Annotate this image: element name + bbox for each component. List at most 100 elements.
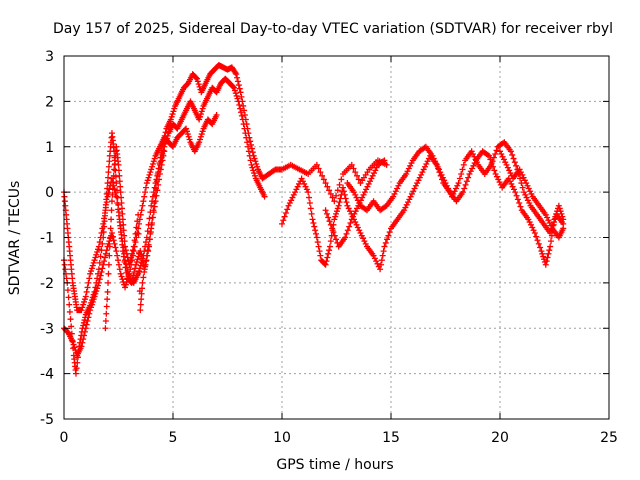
data-point bbox=[525, 185, 532, 192]
data-point bbox=[405, 199, 412, 206]
data-point bbox=[89, 262, 96, 269]
data-point bbox=[524, 182, 531, 189]
data-point bbox=[99, 265, 106, 272]
data-point bbox=[547, 229, 554, 236]
y-tick-label: 0 bbox=[45, 185, 54, 201]
data-point bbox=[461, 185, 468, 192]
data-point bbox=[357, 197, 364, 204]
data-point bbox=[347, 219, 354, 226]
data-point bbox=[329, 194, 336, 201]
data-point bbox=[100, 220, 107, 227]
data-point bbox=[361, 238, 368, 245]
data-point bbox=[123, 250, 130, 257]
data-point bbox=[140, 198, 147, 205]
data-point bbox=[122, 243, 129, 250]
data-point bbox=[322, 207, 329, 214]
data-point bbox=[133, 224, 140, 231]
data-point bbox=[161, 148, 168, 155]
data-point bbox=[369, 172, 376, 179]
data-point bbox=[508, 180, 515, 187]
data-point bbox=[254, 163, 261, 170]
data-point bbox=[95, 279, 102, 286]
data-point bbox=[91, 293, 98, 300]
data-point bbox=[117, 270, 124, 277]
data-point bbox=[313, 161, 320, 168]
data-point bbox=[546, 247, 553, 254]
data-point bbox=[323, 258, 330, 265]
data-point bbox=[81, 298, 88, 305]
data-point bbox=[507, 170, 514, 177]
data-point bbox=[511, 159, 518, 166]
data-point bbox=[439, 174, 446, 181]
data-point bbox=[236, 102, 243, 109]
data-point bbox=[115, 167, 122, 174]
data-point bbox=[129, 250, 136, 257]
data-point bbox=[78, 307, 85, 314]
data-point bbox=[154, 187, 161, 194]
data-point bbox=[143, 180, 150, 187]
data-point bbox=[538, 248, 545, 255]
data-point bbox=[502, 159, 509, 166]
data-point bbox=[135, 249, 142, 256]
data-point bbox=[557, 208, 564, 215]
data-point bbox=[350, 189, 357, 196]
data-point bbox=[529, 224, 536, 231]
data-point bbox=[109, 191, 116, 198]
data-point bbox=[547, 243, 554, 250]
data-point bbox=[106, 243, 113, 250]
data-point bbox=[423, 160, 430, 167]
data-point bbox=[142, 184, 149, 191]
data-point bbox=[385, 232, 392, 239]
data-point bbox=[336, 181, 343, 188]
data-point bbox=[145, 241, 152, 248]
data-point bbox=[198, 108, 205, 115]
data-point bbox=[330, 229, 337, 236]
data-point bbox=[313, 234, 320, 241]
data-point bbox=[348, 161, 355, 168]
data-point bbox=[102, 317, 109, 324]
data-point bbox=[378, 257, 385, 264]
data-point bbox=[540, 253, 547, 260]
data-point bbox=[418, 171, 425, 178]
data-point bbox=[113, 193, 120, 200]
data-point bbox=[72, 370, 79, 377]
data-point bbox=[138, 296, 145, 303]
data-point bbox=[118, 273, 125, 280]
data-point bbox=[243, 134, 250, 141]
data-point bbox=[362, 240, 369, 247]
data-point bbox=[115, 261, 122, 268]
data-point bbox=[162, 129, 169, 136]
data-point bbox=[122, 247, 129, 254]
data-point bbox=[83, 288, 90, 295]
series-arc-e bbox=[279, 148, 567, 273]
data-point bbox=[230, 83, 237, 90]
data-point bbox=[548, 222, 555, 229]
data-point bbox=[414, 180, 421, 187]
data-point bbox=[157, 166, 164, 173]
data-point bbox=[104, 288, 111, 295]
data-point bbox=[61, 261, 68, 268]
data-point bbox=[101, 254, 108, 261]
data-point bbox=[88, 301, 95, 308]
data-point bbox=[470, 162, 477, 169]
data-point bbox=[116, 172, 123, 179]
data-point bbox=[526, 200, 533, 207]
data-point bbox=[498, 151, 505, 158]
data-point bbox=[312, 227, 319, 234]
data-point bbox=[329, 225, 336, 232]
data-point bbox=[92, 254, 99, 261]
data-point bbox=[380, 248, 387, 255]
data-point bbox=[106, 238, 113, 245]
data-point bbox=[377, 266, 384, 273]
data-point bbox=[516, 166, 523, 173]
data-point bbox=[118, 205, 125, 212]
data-point bbox=[111, 240, 118, 247]
data-point bbox=[87, 307, 94, 314]
data-point bbox=[193, 74, 200, 81]
data-point bbox=[147, 230, 154, 237]
data-point bbox=[120, 227, 127, 234]
data-point bbox=[435, 166, 442, 173]
data-point bbox=[241, 107, 248, 114]
data-point bbox=[103, 310, 110, 317]
data-point bbox=[85, 279, 92, 286]
